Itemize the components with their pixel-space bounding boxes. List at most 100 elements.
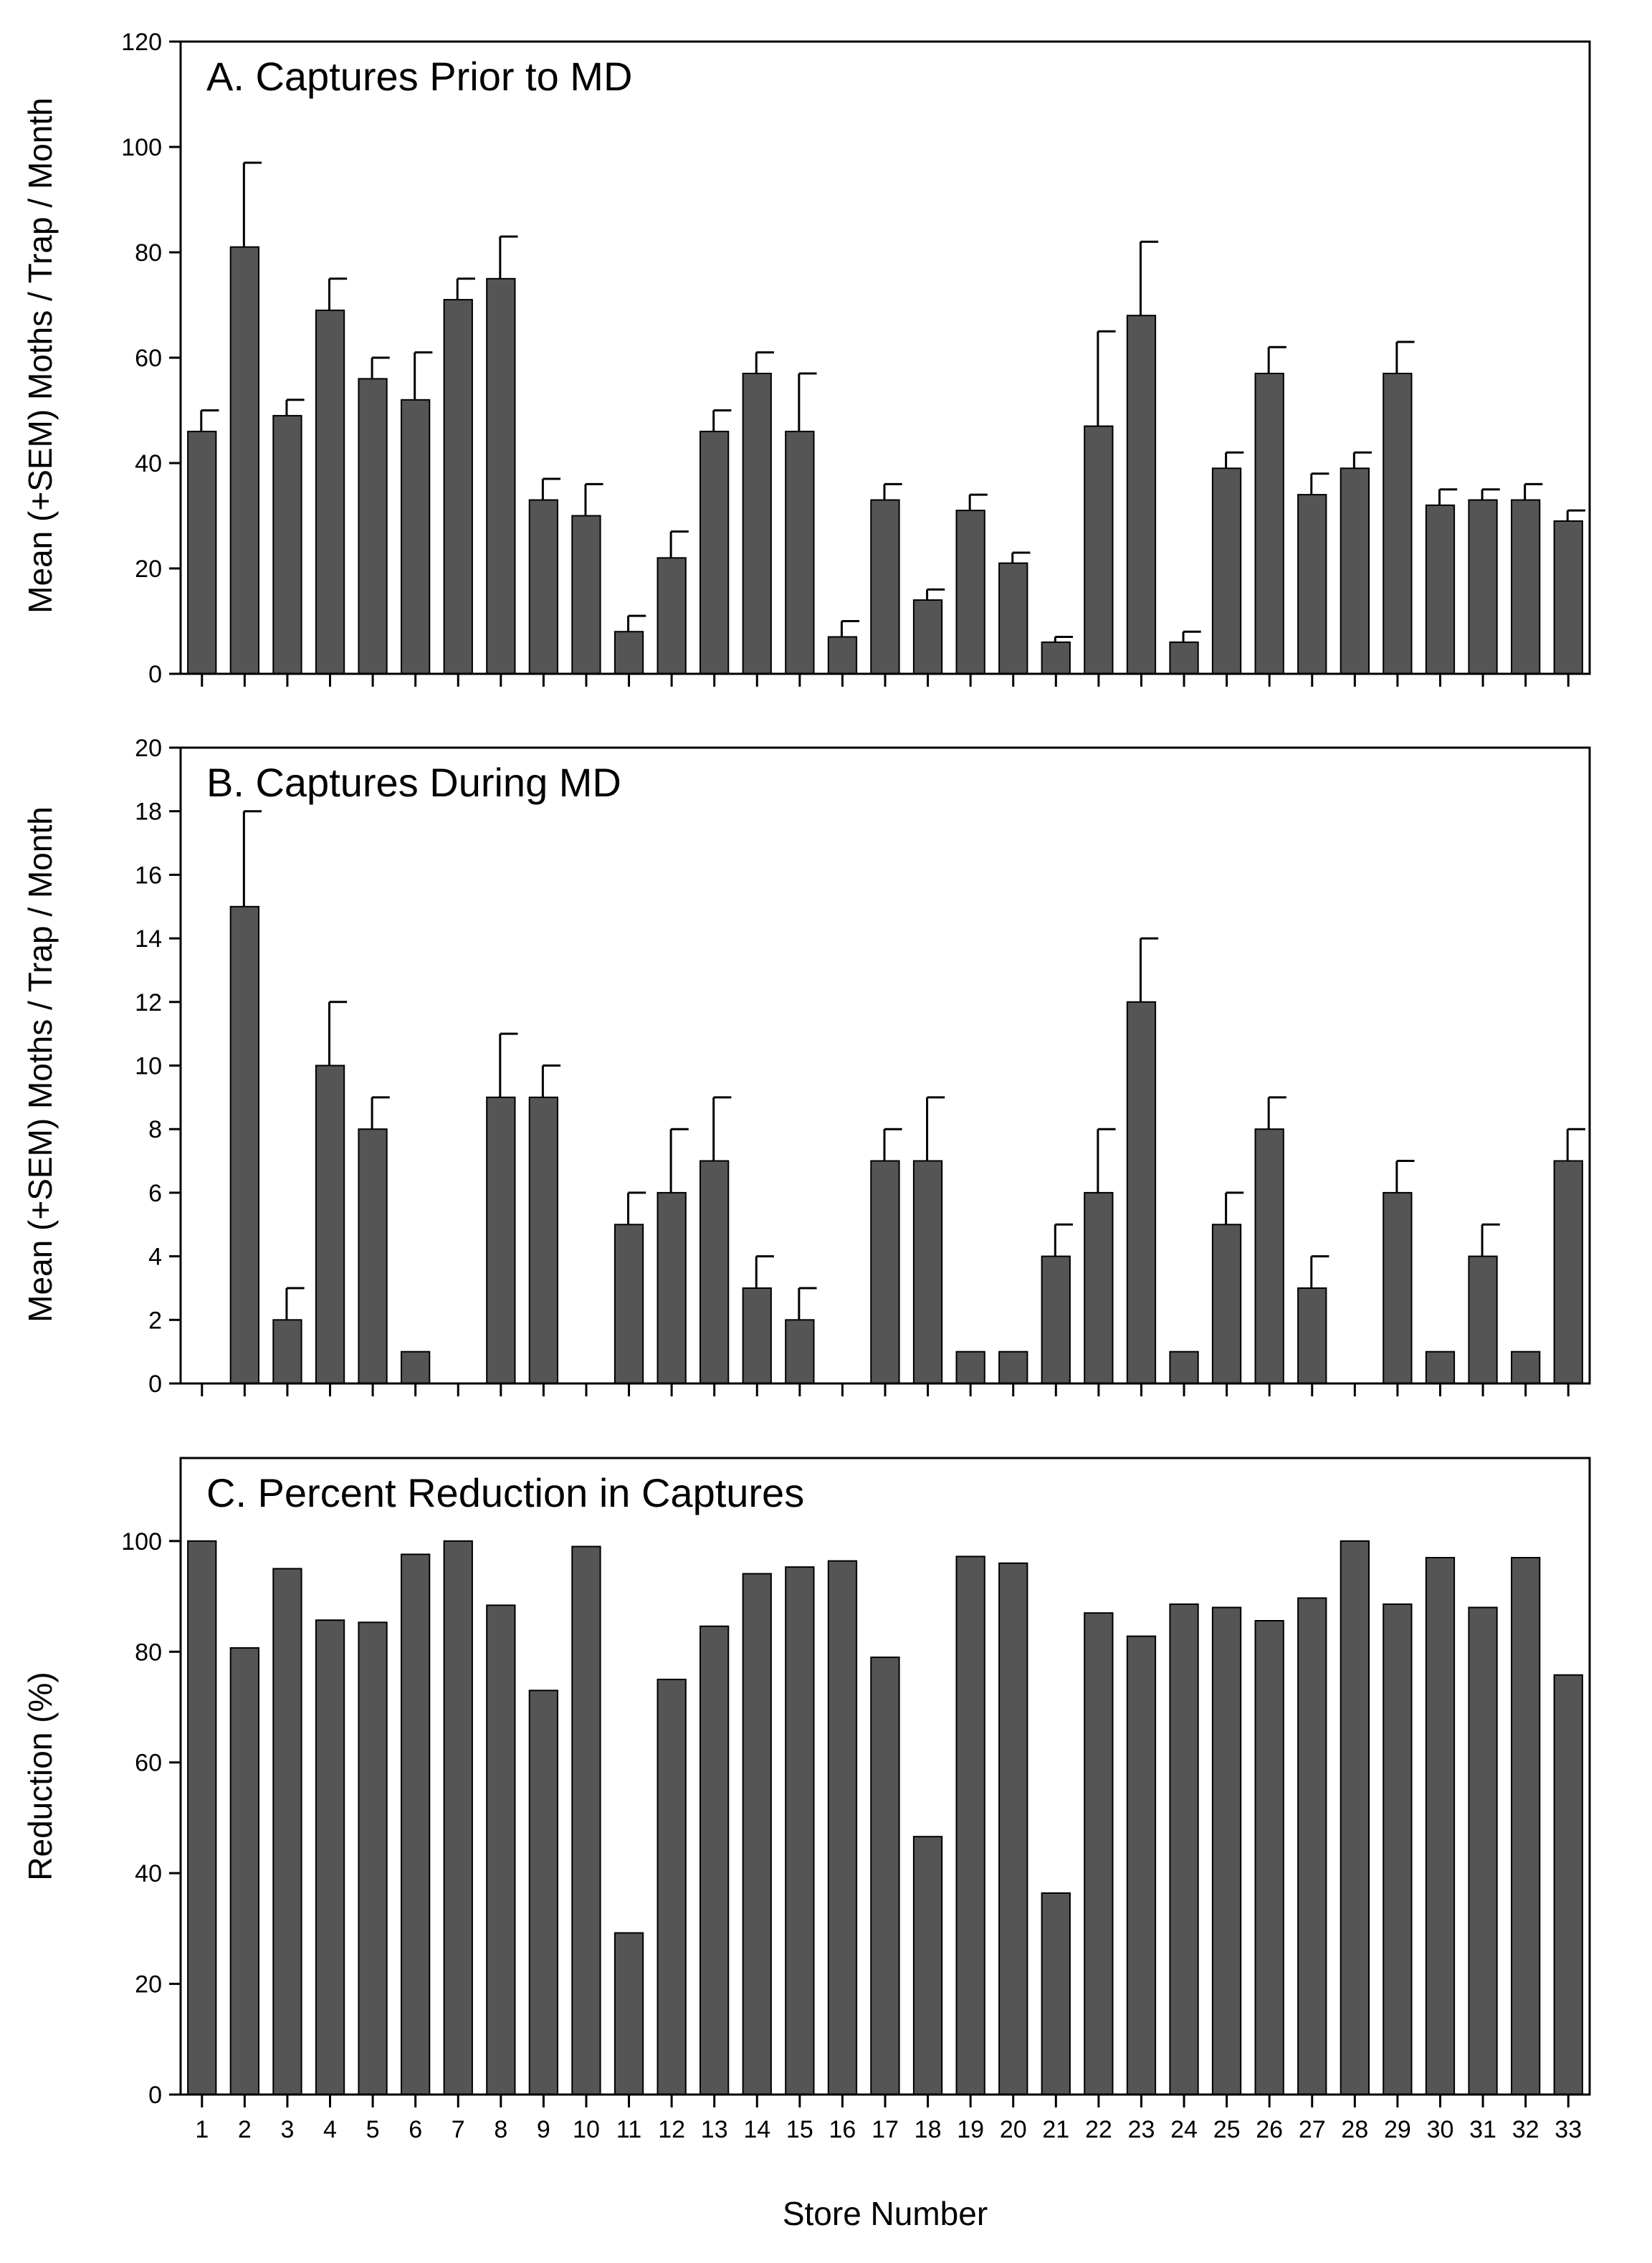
panel-a-bar-28 <box>1340 467 1370 675</box>
panel-c-bar-5 <box>358 1621 388 2096</box>
panel-b-title: B. Captures During MD <box>206 760 621 805</box>
panel-a-title: A. Captures Prior to MD <box>206 54 632 99</box>
panel-c-bar-28 <box>1340 1540 1370 2096</box>
panel-b-bar-17 <box>870 1160 900 1384</box>
panel-c-bar-10 <box>571 1545 601 2095</box>
panel-b-bar-19 <box>955 1350 985 1384</box>
panel-a-bars <box>187 246 1583 675</box>
panel-a-bar-9 <box>528 499 559 675</box>
panel-b-y-axis-label: Mean (+SEM) Moths / Trap / Month <box>22 806 59 1323</box>
panel-c-x-axis-label: Store Number <box>783 2195 988 2232</box>
panel-c-bar-32 <box>1511 1557 1541 2095</box>
panel-c-x-tick-label: 23 <box>1128 2116 1155 2143</box>
panel-a-y-tick-label: 20 <box>135 556 162 583</box>
panel-b-y-ticks: 0 2 4 6 8 10 12 14 16 18 20 <box>135 735 181 1398</box>
panel-c-bar-19 <box>955 1555 985 2095</box>
panel-c-y-ticks: 0 20 40 60 80 100 <box>121 1528 181 2109</box>
panel-a-bar-33 <box>1553 520 1583 675</box>
panel-b-bar-15 <box>785 1319 815 1385</box>
panel-b-y-tick-label: 10 <box>135 1053 162 1080</box>
panel-a-error-bar-26 <box>1267 346 1286 374</box>
panel-c-x-tick-label: 15 <box>786 2116 813 2143</box>
panel-c-x-tick-label: 30 <box>1427 2116 1454 2143</box>
panel-a-error-bar-19 <box>968 493 988 511</box>
panel-a-error-bar-33 <box>1566 509 1585 521</box>
panel-a-bar-3 <box>272 414 302 675</box>
panel-c-x-tick-label: 13 <box>701 2116 728 2143</box>
panel-b-error-bars <box>242 810 1585 1320</box>
panel-b-bar-20 <box>998 1350 1028 1384</box>
panel-b-bars <box>229 905 1583 1385</box>
panel-b-bar-27 <box>1297 1287 1327 1384</box>
panel-a-error-bar-21 <box>1054 636 1073 642</box>
panel-b-error-bar-3 <box>285 1287 305 1320</box>
panel-a-bar-5 <box>358 378 388 675</box>
panel-b-bar-5 <box>358 1128 388 1384</box>
panel-c-x-tick-label: 26 <box>1256 2116 1283 2143</box>
panel-c-bar-21 <box>1041 1892 1071 2095</box>
panel-a-bar-2 <box>229 246 260 675</box>
panel-b-error-bar-22 <box>1097 1128 1116 1193</box>
panel-c-bar-17 <box>870 1657 900 2095</box>
panel-c-x-tick-label: 1 <box>195 2116 209 2143</box>
panel-a-bar-14 <box>742 373 772 675</box>
panel-c-x-tick-label: 18 <box>915 2116 942 2143</box>
panel-b-y-tick-label: 6 <box>148 1180 162 1207</box>
panel-c-y-tick-label: 100 <box>121 1528 162 1555</box>
panel-a-error-bar-3 <box>285 399 305 416</box>
panel-c-x-tick-label: 12 <box>658 2116 685 2143</box>
panel-b-y-tick-label: 16 <box>135 862 162 889</box>
panel-c-bar-4 <box>315 1619 345 2095</box>
panel-b-bar-8 <box>486 1096 516 1385</box>
panel-c-x-tick-label: 8 <box>494 2116 507 2143</box>
panel-c-bar-27 <box>1297 1597 1327 2095</box>
panel-a-error-bar-1 <box>200 409 219 432</box>
panel-a-bar-26 <box>1254 373 1284 675</box>
panel-b-error-bar-9 <box>541 1064 561 1097</box>
panel-c-bar-18 <box>912 1836 943 2095</box>
panel-c-bar-20 <box>998 1562 1028 2095</box>
panel-c-bar-7 <box>443 1540 473 2096</box>
panel-a-error-bar-25 <box>1225 451 1244 469</box>
panel-b-error-bar-15 <box>798 1287 817 1320</box>
panel-b-error-bar-11 <box>627 1191 646 1225</box>
panel-b-error-bar-25 <box>1225 1191 1244 1225</box>
panel-a-error-bar-6 <box>414 351 433 400</box>
panel-b-bar-33 <box>1553 1160 1583 1384</box>
panel-b-y-tick-label: 20 <box>135 735 162 762</box>
panel-b-bar-9 <box>528 1096 559 1385</box>
panel-a-y-ticks: 0 20 40 60 80 100 120 <box>121 29 181 688</box>
panel-b-error-bar-21 <box>1054 1223 1073 1257</box>
panel-b-bar-4 <box>315 1064 345 1384</box>
panel-c-bar-9 <box>528 1690 559 2096</box>
panel-b-error-bar-12 <box>669 1128 689 1193</box>
panel-a-error-bar-8 <box>499 235 518 279</box>
panel-c-bar-31 <box>1468 1606 1498 2095</box>
panel-a-error-bar-27 <box>1310 472 1329 495</box>
panel-b-y-tick-label: 18 <box>135 799 162 826</box>
panel-b-y-tick-label: 2 <box>148 1307 162 1334</box>
panel-c-bar-33 <box>1553 1674 1583 2095</box>
panel-a-bar-10 <box>571 515 601 675</box>
panel-b-bar-29 <box>1383 1191 1413 1385</box>
panel-a-bar-16 <box>827 636 858 675</box>
panel-c-bar-15 <box>785 1566 815 2096</box>
panel-a-bar-8 <box>486 277 516 675</box>
panel-a-bar-25 <box>1211 467 1242 675</box>
panel-c-bar-6 <box>401 1553 431 2095</box>
panel-c-bar-29 <box>1383 1603 1413 2095</box>
panel-a-error-bar-22 <box>1097 330 1116 427</box>
panel-a-bar-4 <box>315 309 345 675</box>
panel-a-bar-19 <box>955 510 985 675</box>
panel-c-x-tick-label: 21 <box>1042 2116 1069 2143</box>
panel-b-bar-23 <box>1126 1001 1157 1385</box>
panel-a-error-bar-13 <box>712 409 732 432</box>
panel-a-bar-7 <box>443 299 473 675</box>
panel-c-x-tick-label: 32 <box>1512 2116 1539 2143</box>
panel-a-error-bar-4 <box>328 277 348 310</box>
panel-c-x-tick-label: 31 <box>1469 2116 1496 2143</box>
panel-a-error-bar-20 <box>1011 551 1031 563</box>
